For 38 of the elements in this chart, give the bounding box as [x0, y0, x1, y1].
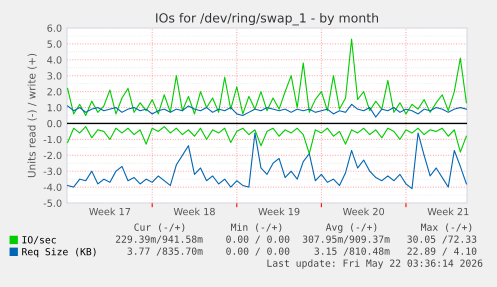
- y-tick-label: -1.0: [44, 136, 62, 144]
- text: 22.89 / 4.10: [407, 247, 476, 256]
- text: Last update: Fri May 22 03:36:14 2026: [267, 259, 482, 269]
- y-tick-label: 4.0: [47, 56, 62, 64]
- text: Cur (-/+): [134, 223, 184, 232]
- line-series: [67, 132, 467, 190]
- x-tick-label: Week 18: [174, 208, 215, 216]
- y-tick-label: 3.0: [47, 72, 62, 80]
- legend-label: IO/sec: [22, 236, 56, 244]
- text: 0.00 / 0.00: [226, 235, 290, 244]
- text: 30.05 /72.33: [407, 235, 476, 244]
- y-tick-label: -2.0: [44, 152, 62, 160]
- line-series: [67, 38, 467, 116]
- text: Avg (-/+): [326, 223, 376, 233]
- x-tick-label: Week 19: [258, 208, 300, 216]
- line-series: [67, 104, 467, 118]
- x-tick-label: Week 21: [428, 208, 468, 216]
- text: 229.39m/941.58m: [116, 235, 203, 244]
- line-series: [67, 126, 467, 154]
- x-tick-label: Week 17: [89, 208, 130, 216]
- chart-title: IOs for /dev/ring/swap_1 - by month: [156, 12, 378, 26]
- y-tick-label: 6.0: [47, 24, 62, 32]
- y-tick-label: -5.0: [44, 199, 62, 207]
- text: 307.95m/909.37m: [302, 235, 390, 244]
- legend-label: Req Size (KB): [22, 248, 96, 258]
- y-tick-label: -4.0: [44, 184, 62, 191]
- y-tick-label: 1.0: [48, 104, 62, 112]
- y-tick-label: 2.0: [47, 88, 62, 96]
- x-tick-label: Week 20: [342, 208, 384, 216]
- y-tick-label: 0.0: [47, 120, 62, 128]
- y-tick-label: 5.0: [47, 40, 62, 48]
- text: 3.77 /835.70m: [128, 247, 203, 256]
- y-axis-title: Units read (-) / write (+): [28, 54, 37, 178]
- text: Min (-/+): [231, 223, 282, 232]
- text: 3.15 /810.48m: [314, 247, 390, 256]
- text: Max (-/+): [421, 223, 472, 232]
- y-tick-label: -3.0: [44, 168, 62, 176]
- text: 0.00 / 0.00: [226, 247, 290, 256]
